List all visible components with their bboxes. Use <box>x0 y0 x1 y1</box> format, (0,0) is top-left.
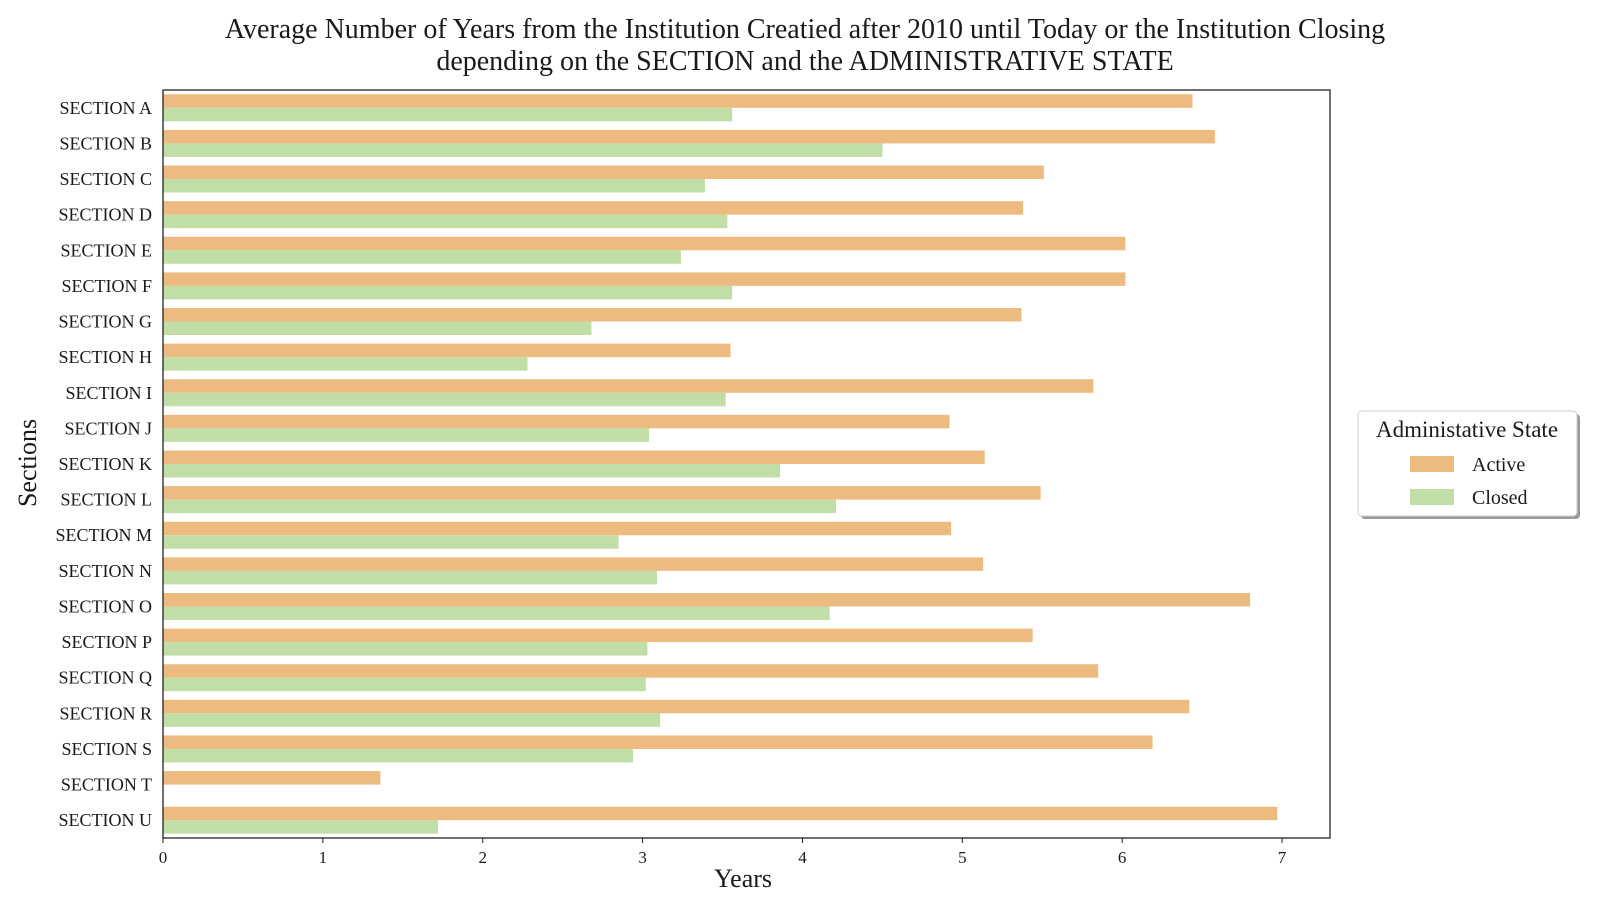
bar-closed-section-m <box>163 535 619 549</box>
bar-closed-section-h <box>163 357 528 371</box>
bar-active-section-q <box>163 664 1099 678</box>
bar-closed-section-o <box>163 606 830 620</box>
bar-closed-section-d <box>163 214 728 229</box>
x-tick-label-2: 2 <box>478 848 487 867</box>
y-tick-label-section-s: SECTION S <box>61 739 152 759</box>
bar-active-section-a <box>163 94 1193 108</box>
legend-title: Administative State <box>1376 417 1558 442</box>
bar-active-section-u <box>163 806 1278 821</box>
x-axis-label: Years <box>714 864 772 893</box>
bar-closed-section-e <box>163 250 681 264</box>
y-tick-label-section-m: SECTION M <box>55 525 152 545</box>
y-tick-label-section-p: SECTION P <box>61 632 152 652</box>
x-tick-label-5: 5 <box>958 848 967 867</box>
x-tick-label-1: 1 <box>319 848 328 867</box>
bar-active-section-e <box>163 236 1126 251</box>
y-tick-label-section-h: SECTION H <box>59 347 153 367</box>
y-tick-label-section-t: SECTION T <box>61 775 152 795</box>
bar-active-section-p <box>163 628 1033 643</box>
legend: Administative State Active Closed <box>1357 410 1580 519</box>
y-tick-label-section-n: SECTION N <box>59 561 153 581</box>
x-tick-label-3: 3 <box>638 848 647 867</box>
y-tick-label-section-q: SECTION Q <box>59 668 153 688</box>
bar-closed-section-c <box>163 179 705 193</box>
bars-layer <box>163 94 1278 834</box>
y-tick-label-section-o: SECTION O <box>59 596 153 616</box>
legend-entries: Active Closed <box>1410 454 1528 509</box>
bar-active-section-d <box>163 201 1024 215</box>
bar-closed-section-g <box>163 321 592 336</box>
y-axis-label: Sections <box>13 419 42 507</box>
bar-closed-section-b <box>163 143 883 157</box>
bar-active-section-r <box>163 699 1190 714</box>
legend-swatch-closed <box>1410 489 1454 505</box>
y-tick-label-section-j: SECTION J <box>64 418 152 438</box>
y-tick-label-section-g: SECTION G <box>59 312 153 332</box>
bar-active-section-j <box>163 414 950 429</box>
y-tick-label-section-i: SECTION I <box>66 383 153 403</box>
bar-active-section-k <box>163 450 985 464</box>
y-tick-label-section-e: SECTION E <box>61 240 153 260</box>
y-tick-label-section-a: SECTION A <box>59 98 152 118</box>
bar-active-section-s <box>163 735 1153 749</box>
plot-frame <box>162 89 1331 839</box>
y-tick-label-section-u: SECTION U <box>59 810 153 830</box>
x-tick-label-0: 0 <box>159 848 168 867</box>
y-tick-label-section-l: SECTION L <box>61 490 153 510</box>
legend-swatch-active <box>1410 456 1454 472</box>
legend-label-closed: Closed <box>1472 487 1528 509</box>
bar-active-section-h <box>163 343 731 358</box>
y-tick-label-section-c: SECTION C <box>59 169 152 189</box>
bar-closed-section-u <box>163 820 438 834</box>
x-tick-label-6: 6 <box>1118 848 1127 867</box>
y-tick-label-section-k: SECTION K <box>59 454 153 474</box>
chart-title: Average Number of Years from the Institu… <box>225 14 1385 45</box>
bar-active-section-f <box>163 272 1126 286</box>
bar-active-section-b <box>163 129 1215 144</box>
bar-active-section-l <box>163 486 1041 500</box>
x-tick-label-7: 7 <box>1278 848 1287 867</box>
bar-active-section-g <box>163 308 1022 322</box>
bar-closed-section-p <box>163 642 648 656</box>
bar-closed-section-n <box>163 570 657 585</box>
bar-closed-section-f <box>163 285 733 300</box>
y-tick-label-section-b: SECTION B <box>59 133 152 153</box>
bar-closed-section-k <box>163 464 781 478</box>
bar-closed-section-i <box>163 392 726 407</box>
bar-closed-section-r <box>163 713 661 727</box>
bar-closed-section-a <box>163 107 733 122</box>
y-tick-label-section-r: SECTION R <box>59 703 152 723</box>
x-tick-label-4: 4 <box>798 848 807 867</box>
y-tick-label-section-d: SECTION D <box>59 205 153 225</box>
chart-subtitle: depending on the SECTION and the ADMINIS… <box>436 46 1173 77</box>
y-axis-ticks: SECTION A SECTION B SECTION C SECTION D SECT… <box>55 98 152 830</box>
bar-active-section-o <box>163 592 1251 607</box>
x-axis-ticks: 0 1 2 3 4 5 6 7 <box>159 838 1287 867</box>
legend-label-active: Active <box>1472 454 1525 476</box>
bar-closed-section-j <box>163 428 649 442</box>
bar-closed-section-l <box>163 499 837 514</box>
bar-active-section-n <box>163 557 984 571</box>
y-tick-label-section-f: SECTION F <box>61 276 152 296</box>
bar-active-section-i <box>163 379 1094 393</box>
bar-active-section-c <box>163 165 1044 180</box>
bar-active-section-m <box>163 521 952 536</box>
bar-closed-section-s <box>163 748 633 763</box>
bar-closed-section-q <box>163 677 646 692</box>
bar-active-section-t <box>163 771 381 785</box>
